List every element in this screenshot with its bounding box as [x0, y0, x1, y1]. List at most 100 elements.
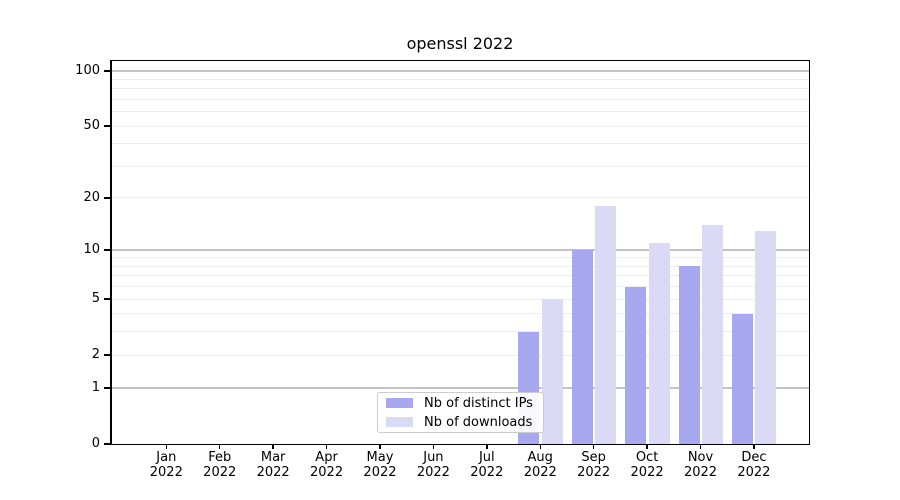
gridline-minor-20 — [111, 197, 809, 199]
x-tick-month: Nov — [687, 450, 714, 465]
x-tick-jul — [486, 444, 488, 450]
x-tick-year: 2022 — [416, 464, 450, 480]
x-tick-month: Mar — [260, 450, 286, 465]
gridline-minor-30 — [111, 165, 809, 167]
y-tick-50 — [104, 125, 111, 127]
gridline-major-100 — [111, 70, 809, 72]
gridline-minor-6 — [111, 286, 809, 288]
y-tick-label-5: 5 — [91, 291, 100, 307]
x-tick-month: Apr — [315, 450, 338, 465]
gridline-minor-4 — [111, 313, 809, 315]
x-tick-label-jan: Jan 2022 — [138, 450, 194, 480]
gridline-minor-2 — [111, 354, 809, 356]
gridline-minor-70 — [111, 98, 809, 100]
x-tick-label-apr: Apr 2022 — [299, 450, 355, 480]
gridline-minor-90 — [111, 78, 809, 80]
y-tick-label-20: 20 — [83, 189, 100, 205]
x-tick-jan — [165, 444, 167, 450]
x-tick-month: May — [366, 450, 394, 465]
gridline-minor-7 — [111, 275, 809, 277]
x-tick-year: 2022 — [203, 464, 237, 480]
x-tick-feb — [219, 444, 221, 450]
y-tick-label-0: 0 — [91, 436, 100, 451]
legend-label-distinct-ips: Nb of distinct IPs — [424, 395, 533, 411]
x-tick-year: 2022 — [470, 464, 504, 480]
x-tick-month: Aug — [527, 450, 553, 465]
legend: Nb of distinct IPs Nb of downloads — [377, 392, 544, 433]
y-tick-label-10: 10 — [83, 242, 100, 258]
x-tick-month: Sep — [581, 450, 606, 465]
y-tick-100 — [104, 70, 111, 72]
x-tick-month: Dec — [741, 450, 767, 465]
y-tick-label-50: 50 — [83, 118, 100, 134]
legend-item-downloads: Nb of downloads — [386, 415, 535, 430]
x-tick-jun — [432, 444, 435, 450]
x-tick-sep — [592, 444, 595, 450]
x-tick-oct — [646, 444, 648, 450]
x-tick-nov — [699, 444, 702, 450]
axis-spine-bottom — [110, 444, 810, 446]
x-tick-label-mar: Mar 2022 — [245, 450, 301, 480]
x-tick-mar — [272, 444, 274, 450]
legend-label-downloads: Nb of downloads — [424, 414, 533, 430]
x-tick-month: Feb — [208, 450, 232, 465]
legend-swatch-downloads — [386, 416, 413, 428]
plot-area — [111, 61, 809, 444]
x-tick-label-nov: Nov 2022 — [673, 450, 729, 480]
x-tick-year: 2022 — [363, 464, 397, 480]
bar-nb-of-distinct-ips-sep — [571, 250, 593, 444]
bar-nb-of-downloads-oct — [648, 243, 670, 444]
x-tick-month: Oct — [635, 450, 659, 465]
chart-title: openssl 2022 — [406, 34, 514, 53]
bar-nb-of-downloads-aug — [541, 299, 563, 444]
x-tick-label-oct: Oct 2022 — [619, 450, 675, 480]
bar-nb-of-distinct-ips-nov — [678, 266, 700, 444]
gridline-minor-50 — [111, 125, 809, 127]
y-tick-10 — [104, 249, 111, 251]
x-tick-year: 2022 — [577, 464, 611, 480]
legend-item-distinct-ips: Nb of distinct IPs — [386, 396, 535, 411]
gridline-minor-40 — [111, 143, 809, 145]
y-tick-2 — [104, 354, 111, 356]
gridline-major-10 — [111, 249, 809, 251]
x-tick-year: 2022 — [737, 464, 771, 480]
y-tick-label-2: 2 — [91, 347, 100, 363]
x-tick-label-may: May 2022 — [352, 450, 408, 480]
x-tick-year: 2022 — [523, 464, 557, 480]
x-tick-dec — [753, 444, 755, 450]
gridline-minor-3 — [111, 331, 809, 333]
x-tick-year: 2022 — [149, 464, 183, 480]
axis-spine-top — [110, 60, 810, 62]
y-tick-label-100: 100 — [75, 62, 100, 78]
x-tick-month: Jan — [156, 450, 177, 465]
x-tick-aug — [539, 444, 541, 450]
legend-swatch-distinct-ips — [386, 397, 413, 409]
x-tick-month: Jun — [423, 450, 444, 465]
bar-nb-of-downloads-dec — [755, 230, 777, 444]
bar-nb-of-downloads-nov — [702, 225, 723, 444]
x-tick-label-jun: Jun 2022 — [405, 450, 461, 480]
x-tick-year: 2022 — [683, 464, 718, 480]
gridline-minor-5 — [111, 298, 809, 300]
y-tick-label-1: 1 — [91, 379, 100, 395]
gridline-minor-9 — [111, 257, 809, 259]
axis-spine-left — [110, 60, 112, 446]
y-tick-5 — [104, 298, 111, 300]
x-tick-label-jul: Jul 2022 — [459, 450, 515, 480]
x-tick-apr — [325, 444, 328, 450]
gridline-major-1 — [111, 387, 809, 389]
x-tick-label-feb: Feb 2022 — [192, 450, 248, 480]
x-tick-year: 2022 — [630, 464, 664, 480]
x-tick-label-dec: Dec 2022 — [726, 450, 782, 480]
y-tick-20 — [104, 197, 111, 199]
y-tick-1 — [104, 387, 111, 389]
gridline-minor-80 — [111, 88, 809, 90]
bar-nb-of-distinct-ips-dec — [731, 313, 753, 444]
x-tick-month: Jul — [478, 450, 495, 465]
x-tick-year: 2022 — [310, 464, 344, 480]
axis-spine-right — [808, 60, 810, 446]
y-tick-0 — [104, 443, 111, 445]
gridline-minor-60 — [111, 111, 809, 113]
x-tick-label-aug: Aug 2022 — [512, 450, 568, 480]
